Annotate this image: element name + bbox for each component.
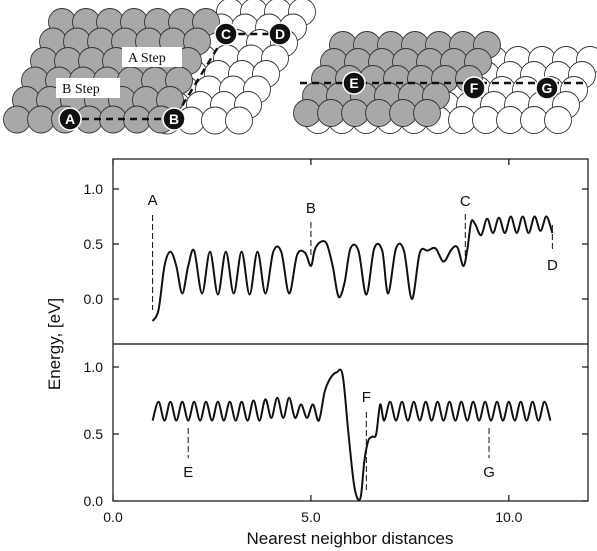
a-step-label: A Step (128, 51, 166, 66)
lower-annotations: E F G (183, 389, 495, 490)
y-axis-title: Energy, [eV] (45, 298, 64, 390)
lower-atom (520, 106, 548, 134)
upper-atom (413, 99, 441, 127)
site-marker-label: E (349, 75, 358, 91)
annotation-label: C (460, 193, 471, 210)
upper-atom (317, 99, 345, 127)
right-step-atoms (293, 31, 597, 134)
y-tick-label: 0.0 (84, 493, 104, 509)
site-marker-c (214, 22, 238, 46)
annotation-label: E (183, 464, 193, 481)
y-tick-label: 0.5 (84, 236, 104, 252)
upper-energy-curve (151, 215, 554, 322)
site-marker-label: F (470, 80, 479, 96)
upper-panel-ticks: 0.0 0.5 1.0 (84, 181, 588, 307)
site-marker-g (535, 76, 559, 100)
upper-atom (27, 105, 55, 134)
x-tick-label: 0.0 (103, 509, 123, 525)
annotation-label: D (547, 257, 558, 274)
lower-atom (544, 106, 572, 134)
site-marker-label: C (221, 26, 231, 42)
site-marker-d (268, 22, 292, 46)
lower-atom (472, 106, 500, 134)
annotation-label: B (306, 200, 316, 217)
y-tick-label: 0.0 (84, 291, 104, 307)
upper-atom (389, 99, 417, 127)
b-step-label-box (56, 78, 120, 98)
lower-atom (448, 106, 476, 134)
surface-step-illustration: A Step B Step A B C D E F G (3, 0, 597, 135)
site-marker-b (162, 107, 186, 131)
plot-frame (112, 158, 589, 502)
annotation-label: A (148, 192, 158, 209)
site-marker-e (342, 71, 366, 95)
x-tick-label: 10.0 (495, 509, 522, 525)
diffusion-paths (70, 32, 585, 121)
upper-atom (293, 99, 321, 127)
lower-atom (201, 106, 229, 135)
site-marker-label: B (169, 111, 179, 127)
x-axis-title: Nearest neighbor distances (247, 529, 454, 548)
upper-atom (365, 99, 393, 127)
annotation-label: F (362, 389, 371, 406)
annotation-label: G (483, 464, 495, 481)
site-marker-label: D (275, 26, 285, 42)
y-tick-label: 1.0 (84, 359, 104, 375)
site-marker-label: G (542, 80, 553, 96)
site-marker-a (58, 107, 82, 131)
upper-annotations: A B C D (148, 192, 558, 310)
site-marker-label: A (65, 111, 75, 127)
lower-energy-curve (151, 368, 552, 502)
path-a-to-d (70, 32, 280, 121)
site-marker-f (462, 76, 486, 100)
lower-atom (225, 106, 253, 135)
lower-atom (496, 106, 524, 134)
x-axis-ticks: 0.0 5.0 10.0 (103, 159, 523, 525)
energy-chart: 0.00.51.0 0.00.51.0 0.0 5.0 10.0 A B CD EFG … (45, 158, 589, 548)
left-step-atoms (3, 0, 316, 135)
upper-atom (3, 105, 31, 134)
b-step-label: B Step (62, 82, 100, 97)
x-tick-label: 5.0 (301, 509, 321, 525)
lower-panel-ticks: 0.0 0.5 1.0 (84, 359, 588, 509)
site-markers: A B C D E F G (58, 22, 559, 131)
upper-atom (341, 99, 369, 127)
y-tick-label: 1.0 (84, 181, 104, 197)
a-step-label-box (122, 47, 182, 67)
y-tick-label: 0.5 (84, 426, 104, 442)
